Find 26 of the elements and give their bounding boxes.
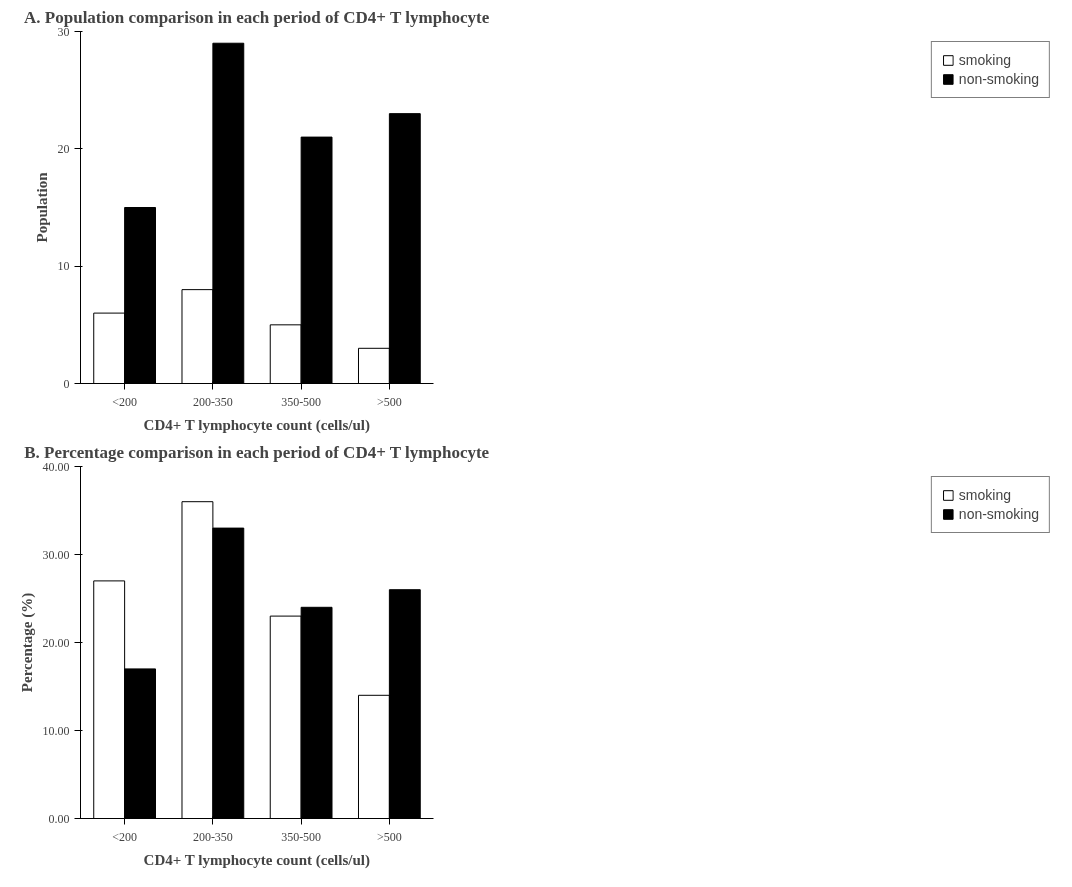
x-tick-label: 350-500 <box>281 829 322 844</box>
x-tick-label: 200-350 <box>192 394 233 409</box>
y-axis-title: Population <box>33 171 50 243</box>
x-tick-label: >500 <box>376 829 402 844</box>
y-tick-label: 40.00 <box>42 459 70 474</box>
x-tick-label: >500 <box>376 394 402 409</box>
legend-label: non-smoking <box>958 506 1039 522</box>
y-tick-label: 20 <box>57 141 70 156</box>
chart-title: B. Percentage comparison in each period of CD4+ T lymphocyte <box>24 442 490 462</box>
legend-label: non-smoking <box>958 71 1039 87</box>
y-axis-title: Percentage (%) <box>18 592 36 693</box>
y-tick-label: 30.00 <box>42 547 70 562</box>
y-tick-label: 10.00 <box>42 723 70 738</box>
x-axis-title: CD4+ T lymphocyte count (cells/ul) <box>143 851 370 869</box>
y-tick-label: 0 <box>63 376 70 391</box>
x-tick-label: <200 <box>112 829 138 844</box>
y-tick-label: 10 <box>57 259 70 274</box>
x-tick-label: 200-350 <box>192 829 233 844</box>
y-tick-label: 20.00 <box>42 635 70 650</box>
y-tick-label: 0.00 <box>48 811 70 826</box>
x-axis-title: CD4+ T lymphocyte count (cells/ul) <box>143 416 370 434</box>
x-tick-label: <200 <box>112 394 138 409</box>
x-tick-label: 350-500 <box>281 394 322 409</box>
legend-label: smoking <box>958 487 1011 503</box>
legend-label: smoking <box>958 52 1011 68</box>
chart-title: A. Population comparison in each period of CD4+ T lymphocyte <box>24 7 490 27</box>
